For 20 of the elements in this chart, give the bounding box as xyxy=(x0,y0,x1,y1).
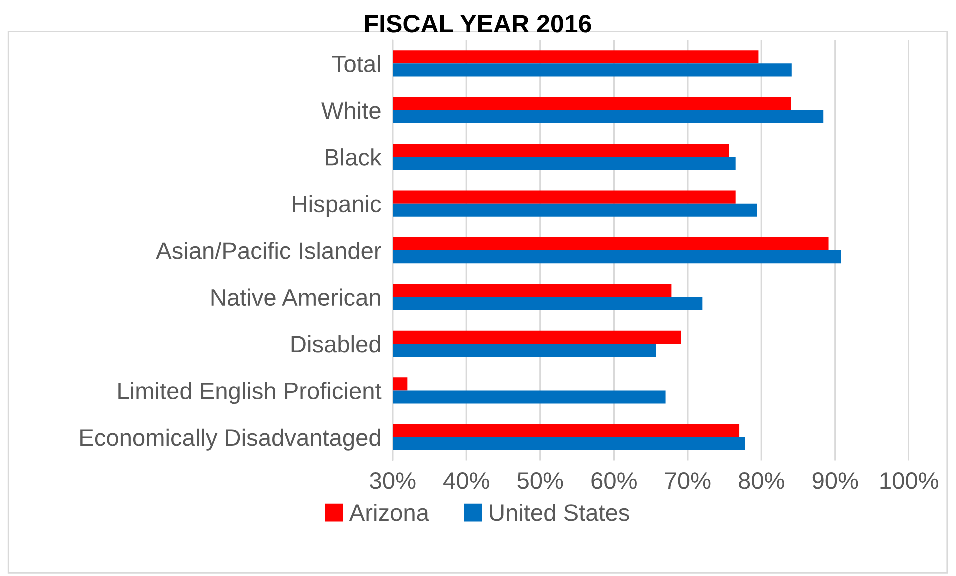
y-tick-label: Total xyxy=(332,55,380,72)
x-tick-label: 40% xyxy=(444,472,490,490)
x-tick-label: 70% xyxy=(665,472,711,490)
y-tick-label: Limited English Proficient xyxy=(118,382,382,404)
legend-label: Arizona xyxy=(349,504,430,522)
y-tick-label: Black xyxy=(326,148,382,166)
x-tick-label: 30% xyxy=(370,472,416,490)
y-tick-label: Economically Disadvantaged xyxy=(80,428,380,451)
x-tick-label: 80% xyxy=(739,472,784,490)
y-tick-label: White xyxy=(322,102,381,120)
x-tick-label: 100% xyxy=(880,472,939,490)
y-tick-label: Disabled xyxy=(292,335,380,353)
y-tick-label: Native American xyxy=(212,288,380,306)
x-tick-label: 50% xyxy=(518,472,564,490)
y-tick-label: Hispanic xyxy=(293,195,382,218)
x-tick-label: 60% xyxy=(592,472,637,490)
chart-title: FISCAL YEAR 2016 xyxy=(365,15,592,33)
x-tick-label: 90% xyxy=(812,472,858,490)
y-tick-label: Asian/Pacific Islander xyxy=(156,242,382,260)
legend-label: United States xyxy=(490,504,630,522)
